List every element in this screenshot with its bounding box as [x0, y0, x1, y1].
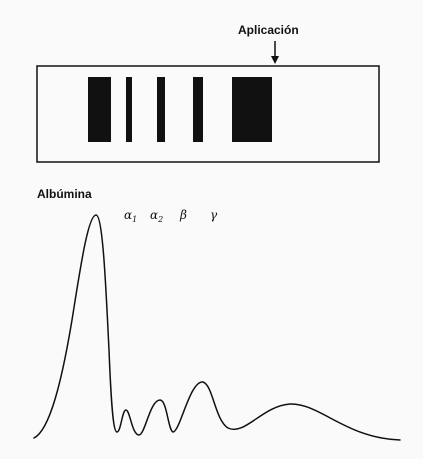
densitogram-curve [33, 214, 401, 441]
application-arrow-icon [271, 41, 279, 64]
band-alpha2 [157, 77, 165, 142]
albumin-label: Albúmina [37, 187, 92, 201]
gel-bands [88, 77, 272, 142]
band-gamma [232, 77, 272, 142]
fraction-label-gamma: γ [210, 208, 218, 222]
band-albumin [88, 77, 111, 142]
fraction-labels: α1 α2 β γ [124, 208, 218, 224]
fraction-label-beta: β [179, 208, 187, 222]
band-alpha1 [126, 77, 132, 142]
application-label: Aplicación [238, 23, 299, 37]
fraction-label-alpha1: α1 [124, 208, 137, 224]
fraction-label-alpha2: α2 [150, 208, 163, 224]
band-beta [193, 77, 203, 142]
